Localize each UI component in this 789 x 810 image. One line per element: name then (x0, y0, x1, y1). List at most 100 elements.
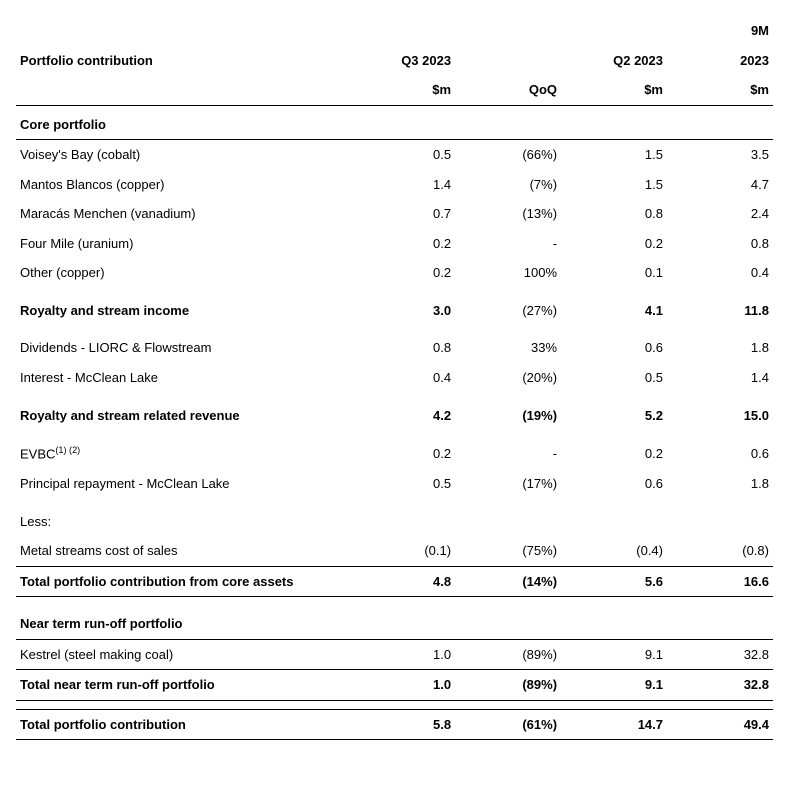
cell-9m: 32.8 (667, 639, 773, 670)
footnote-ref: (1) (2) (55, 445, 80, 455)
cell-qoq: (7%) (455, 170, 561, 200)
section-runoff-portfolio: Near term run-off portfolio (16, 605, 773, 639)
cell-qoq: - (455, 229, 561, 259)
cell-qoq: (61%) (455, 709, 561, 740)
cell-q3: 1.0 (349, 670, 455, 701)
cell-q2: 0.8 (561, 199, 667, 229)
cell-qoq: 100% (455, 258, 561, 288)
cell-q3: 0.2 (349, 258, 455, 288)
cell-9m: 1.4 (667, 363, 773, 393)
row-maracas-menchen: Maracás Menchen (vanadium) 0.7 (13%) 0.8… (16, 199, 773, 229)
header-row-2: $m QoQ $m $m (16, 75, 773, 105)
cell-q3: 1.0 (349, 639, 455, 670)
cell-9m: 11.8 (667, 296, 773, 326)
cell-q2: 0.6 (561, 469, 667, 499)
cell-9m: 3.5 (667, 140, 773, 170)
cell-9m: 15.0 (667, 401, 773, 431)
table-title: Portfolio contribution (16, 16, 349, 75)
col-q3-2023: Q3 2023 (349, 16, 455, 75)
cell-qoq: (66%) (455, 140, 561, 170)
row-voiseys-bay: Voisey's Bay (cobalt) 0.5 (66%) 1.5 3.5 (16, 140, 773, 170)
row-total-runoff-portfolio: Total near term run-off portfolio 1.0 (8… (16, 670, 773, 701)
unit-9m: $m (667, 75, 773, 105)
cell-9m: (0.8) (667, 536, 773, 566)
cell-q3: 4.8 (349, 566, 455, 597)
row-label: Metal streams cost of sales (16, 536, 349, 566)
cell-qoq: - (455, 438, 561, 469)
cell-q2: 0.6 (561, 333, 667, 363)
section-label: Core portfolio (16, 105, 349, 140)
cell-qoq: (89%) (455, 639, 561, 670)
cell-q2: 4.1 (561, 296, 667, 326)
cell-q3: (0.1) (349, 536, 455, 566)
row-label: EVBC(1) (2) (16, 438, 349, 469)
cell-q3: 0.5 (349, 140, 455, 170)
cell-9m: 1.8 (667, 469, 773, 499)
row-label: Maracás Menchen (vanadium) (16, 199, 349, 229)
row-total-core-assets: Total portfolio contribution from core a… (16, 566, 773, 597)
cell-q3: 1.4 (349, 170, 455, 200)
unit-q3: $m (349, 75, 455, 105)
cell-q2: 14.7 (561, 709, 667, 740)
cell-qoq: (27%) (455, 296, 561, 326)
cell-q3: 0.5 (349, 469, 455, 499)
row-label: Other (copper) (16, 258, 349, 288)
row-dividends-liorc-flowstream: Dividends - LIORC & Flowstream 0.8 33% 0… (16, 333, 773, 363)
col-q2-2023: Q2 2023 (561, 16, 667, 75)
cell-qoq: (20%) (455, 363, 561, 393)
cell-q3: 0.8 (349, 333, 455, 363)
row-label: Total portfolio contribution from core a… (16, 566, 349, 597)
row-principal-repayment-mcclean-lake: Principal repayment - McClean Lake 0.5 (… (16, 469, 773, 499)
cell-qoq: (89%) (455, 670, 561, 701)
row-label: Interest - McClean Lake (16, 363, 349, 393)
cell-q3: 0.2 (349, 229, 455, 259)
cell-q2: 0.1 (561, 258, 667, 288)
cell-q2: 1.5 (561, 170, 667, 200)
row-label: Less: (16, 507, 349, 537)
cell-q2: 1.5 (561, 140, 667, 170)
row-other-copper: Other (copper) 0.2 100% 0.1 0.4 (16, 258, 773, 288)
row-label: Kestrel (steel making coal) (16, 639, 349, 670)
cell-9m: 0.8 (667, 229, 773, 259)
cell-9m: 16.6 (667, 566, 773, 597)
section-core-portfolio: Core portfolio (16, 105, 773, 140)
cell-qoq: (19%) (455, 401, 561, 431)
row-total-portfolio-contribution: Total portfolio contribution 5.8 (61%) 1… (16, 709, 773, 740)
section-label: Near term run-off portfolio (16, 605, 349, 639)
cell-q2: 9.1 (561, 639, 667, 670)
row-less-label: Less: (16, 507, 773, 537)
cell-9m: 4.7 (667, 170, 773, 200)
cell-q2: 0.5 (561, 363, 667, 393)
row-label: Voisey's Bay (cobalt) (16, 140, 349, 170)
row-label: Four Mile (uranium) (16, 229, 349, 259)
cell-q2: 0.2 (561, 229, 667, 259)
unit-qoq: QoQ (455, 75, 561, 105)
cell-q2: 0.2 (561, 438, 667, 469)
row-evbc: EVBC(1) (2) 0.2 - 0.2 0.6 (16, 438, 773, 469)
cell-q2: 5.2 (561, 401, 667, 431)
row-label: Principal repayment - McClean Lake (16, 469, 349, 499)
row-label: Dividends - LIORC & Flowstream (16, 333, 349, 363)
cell-q2: (0.4) (561, 536, 667, 566)
row-label: Total near term run-off portfolio (16, 670, 349, 701)
row-label: Royalty and stream related revenue (16, 401, 349, 431)
cell-q2: 5.6 (561, 566, 667, 597)
row-metal-streams-cost-of-sales: Metal streams cost of sales (0.1) (75%) … (16, 536, 773, 566)
cell-qoq: (17%) (455, 469, 561, 499)
header-row-1: Portfolio contribution Q3 2023 Q2 2023 9… (16, 16, 773, 46)
row-four-mile: Four Mile (uranium) 0.2 - 0.2 0.8 (16, 229, 773, 259)
cell-9m: 49.4 (667, 709, 773, 740)
row-mantos-blancos: Mantos Blancos (copper) 1.4 (7%) 1.5 4.7 (16, 170, 773, 200)
cell-q3: 0.7 (349, 199, 455, 229)
row-label: Mantos Blancos (copper) (16, 170, 349, 200)
cell-9m: 1.8 (667, 333, 773, 363)
cell-q3: 0.4 (349, 363, 455, 393)
cell-q3: 0.2 (349, 438, 455, 469)
col-qoq-blank (455, 16, 561, 75)
cell-qoq: (75%) (455, 536, 561, 566)
cell-qoq: (14%) (455, 566, 561, 597)
portfolio-contribution-table: Portfolio contribution Q3 2023 Q2 2023 9… (16, 16, 773, 740)
cell-qoq: (13%) (455, 199, 561, 229)
cell-q3: 4.2 (349, 401, 455, 431)
row-label-text: EVBC (20, 446, 55, 461)
